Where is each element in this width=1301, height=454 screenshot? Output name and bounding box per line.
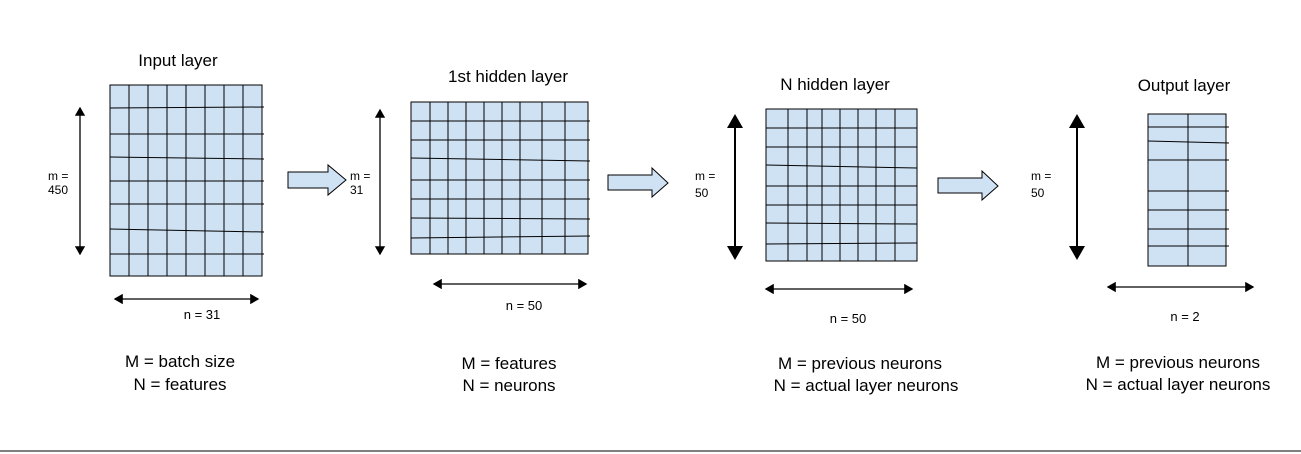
hidden-1-m-label-line1: m = [350,169,370,183]
hidden-1-caption-line1: M = features [462,354,557,373]
output-layer-matrix [1147,113,1230,267]
input-n-label: n = 31 [184,307,221,322]
output-layer-title: Output layer [1138,76,1231,95]
hidden-layer-n-group: N hidden layer m = 50 n = 50 M = previou… [695,75,958,395]
output-layer-group: Output layer m = 50 n = 2 M = previous n… [1031,76,1270,394]
output-m-label-line2: 50 [1031,186,1045,200]
flow-arrow-1 [287,163,347,197]
hidden-n-m-label-line1: m = [695,169,715,183]
input-caption-line1: M = batch size [125,352,235,371]
flow-arrow-3 [937,169,999,202]
flow-arrow-2 [607,166,669,199]
input-m-label-line1: m = [48,169,68,183]
output-m-label-line1: m = [1031,169,1051,183]
input-caption-line2: N = features [133,375,226,394]
input-layer-title: Input layer [138,51,218,70]
hidden-n-n-label: n = 50 [830,311,867,326]
hidden-n-caption-line2: N = actual layer neurons [774,376,959,395]
hidden-1-n-label: n = 50 [506,298,543,313]
input-layer-group: Input layer m = 450 n = 31 M = batch siz… [48,51,265,394]
input-layer-matrix [109,84,265,277]
input-m-label-line2: 450 [48,183,68,197]
hidden-layer-n-matrix [765,108,918,262]
output-caption-line2: N = actual layer neurons [1086,375,1271,394]
hidden-layer-n-title: N hidden layer [780,75,890,94]
hidden-1-m-label-line2: 31 [350,183,364,197]
output-n-label: n = 2 [1170,309,1199,324]
hidden-layer-1-title: 1st hidden layer [448,67,568,86]
hidden-1-caption-line2: N = neurons [462,376,555,395]
output-caption-line1: M = previous neurons [1096,353,1260,372]
hidden-n-caption-line1: M = previous neurons [778,354,942,373]
hidden-layer-1-matrix [410,101,591,255]
hidden-layer-1-group: 1st hidden layer m = 31 n = 50 M = featu… [350,67,591,395]
hidden-n-m-label-line2: 50 [695,186,709,200]
